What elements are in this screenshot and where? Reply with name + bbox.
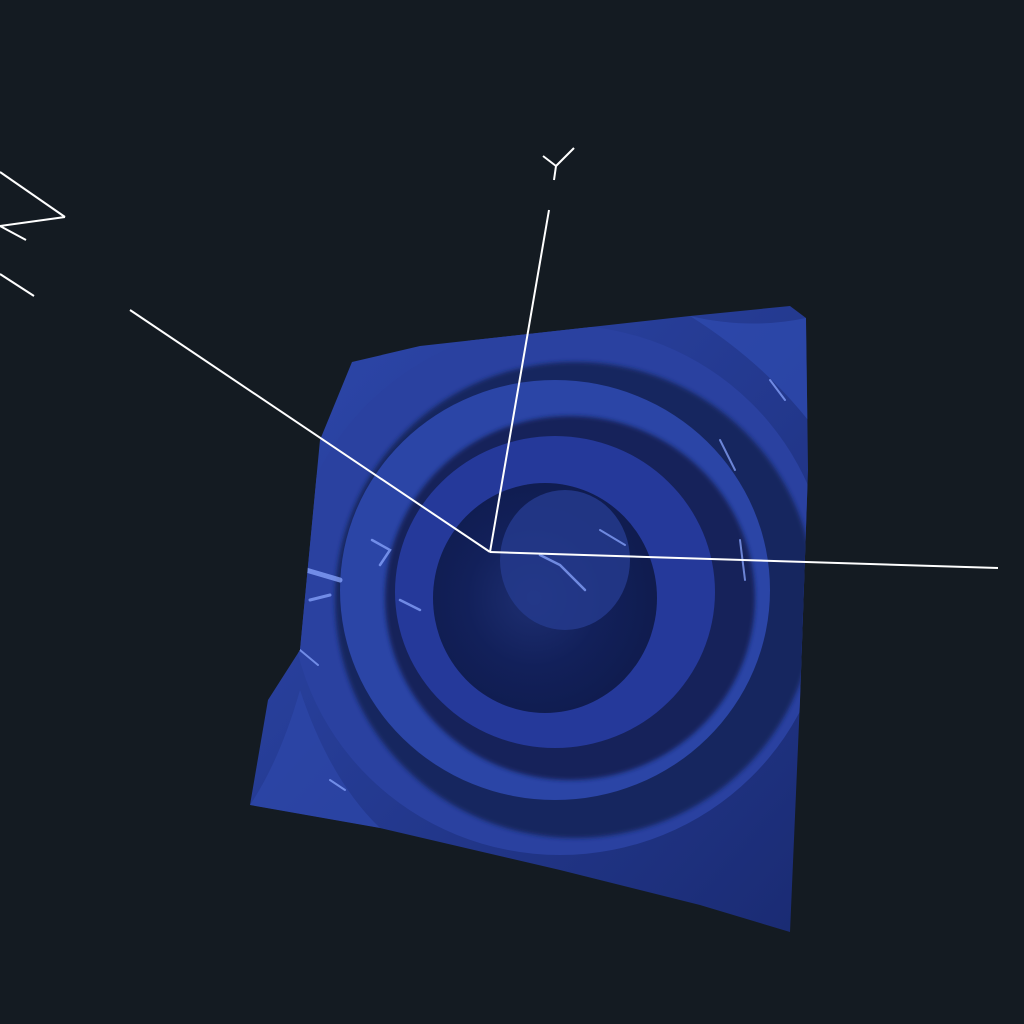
y-axis-line <box>489 209 550 553</box>
x-axis-line <box>489 551 999 569</box>
specular-highlights <box>299 379 786 791</box>
mesh-surface[interactable] <box>250 306 830 932</box>
axes-gizmo <box>0 147 999 569</box>
z-axis-line <box>129 309 491 553</box>
center-dome <box>500 490 630 630</box>
corner-ripple-top-right <box>690 316 808 420</box>
corner-ripple-bottom-left <box>250 690 380 828</box>
y-axis-label-icon <box>542 147 575 181</box>
z-axis-label-icon <box>0 171 66 297</box>
